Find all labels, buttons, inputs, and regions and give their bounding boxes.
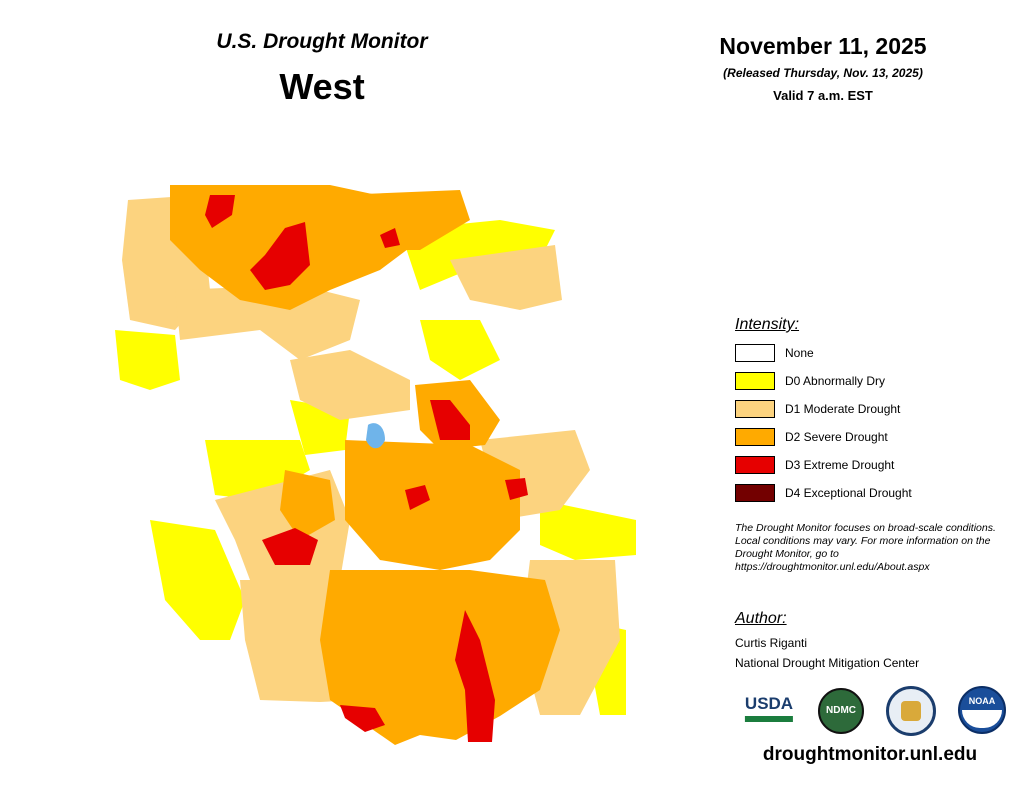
legend-swatch [735,400,775,418]
area-d0 [115,330,180,390]
region-title: West [279,66,365,107]
area-d1 [175,285,360,360]
area-d3 [250,222,310,290]
ndmc-logo: NDMC [818,688,864,734]
area-d0 [420,320,500,380]
legend-swatch [735,428,775,446]
area-d3 [505,478,528,500]
area-d2 [320,570,560,745]
program-title: U.S. Drought Monitor [216,30,428,53]
legend-label: D2 Severe Drought [785,430,888,444]
area-d3 [405,485,430,510]
legend-swatch [735,456,775,474]
usda-logo: USDA [744,694,794,722]
map-areas [110,185,638,745]
disclaimer-note: The Drought Monitor focuses on broad-sca… [735,522,996,573]
legend-label: None [785,346,814,360]
area-d2 [340,190,470,250]
author-organization: National Drought Mitigation Center [735,656,920,670]
area-d2 [345,440,520,570]
area-d1 [290,350,410,420]
noaa-logo: NOAA [958,686,1006,734]
site-url: droughtmonitor.unl.edu [762,744,978,765]
area-d3 [262,528,318,565]
valid-time: Valid 7 a.m. EST [773,88,873,103]
author-name: Curtis Riganti [735,636,808,650]
area-d0 [540,500,636,560]
area-d2 [280,470,335,540]
legend-swatch [735,344,775,362]
lake [366,423,385,449]
area-d0 [150,520,245,640]
noaa-wave [962,710,1002,728]
seal-emblem [901,701,921,721]
area-d3 [340,705,385,732]
area-d1 [450,245,562,310]
legend-swatch [735,372,775,390]
area-d3 [205,195,235,228]
area-d3 [455,610,495,742]
noaa-logo-text: NOAA [968,696,996,706]
doc-seal [886,686,936,736]
legend-label: D1 Moderate Drought [785,402,901,416]
map-date: November 11, 2025 [719,33,927,59]
area-d3 [380,228,400,248]
legend-label: D3 Extreme Drought [785,458,895,472]
area-d3 [430,400,470,440]
author-title: Author: [735,610,787,627]
legend-label: D4 Exceptional Drought [785,486,912,500]
ndmc-logo-text: NDMC [826,705,856,716]
release-date: (Released Thursday, Nov. 13, 2025) [723,66,923,80]
rivers [366,423,385,449]
legend-title: Intensity: [735,316,800,333]
legend-label: D0 Abnormally Dry [785,374,886,388]
legend-swatch [735,484,775,502]
